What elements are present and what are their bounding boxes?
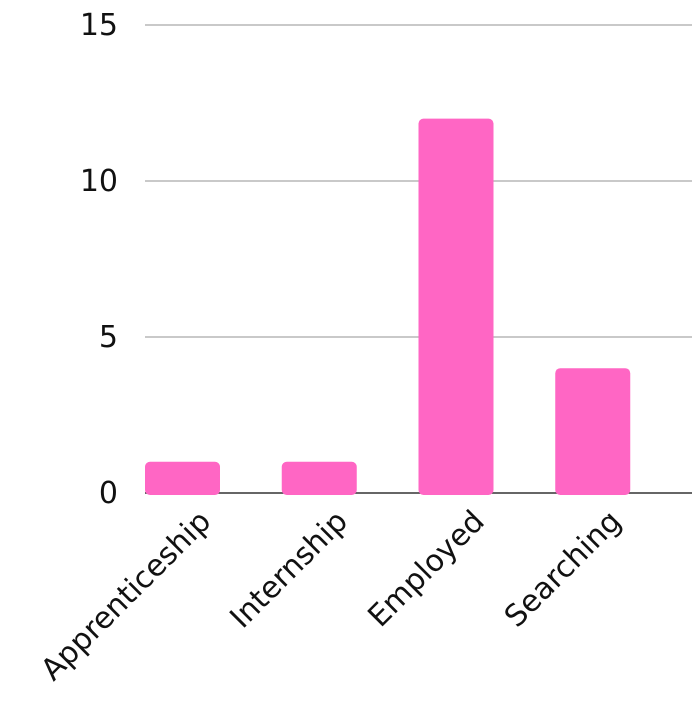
x-category-label: Searching — [498, 504, 628, 634]
bar-employed — [418, 118, 494, 495]
y-tick-label: 0 — [99, 476, 118, 511]
bars — [145, 118, 631, 495]
bar-apprenticeship — [145, 461, 220, 495]
bar-internship — [281, 461, 357, 495]
bar-searching — [555, 368, 631, 495]
x-category-label: Internship — [223, 504, 354, 635]
y-tick-label: 10 — [80, 164, 118, 199]
x-category-label: Apprenticeship — [34, 504, 218, 688]
x-category-label: Employed — [361, 504, 491, 634]
x-axis-labels: Apprenticeship Internship Employed Searchin… — [34, 504, 628, 688]
y-axis-ticks: 0 5 10 15 — [80, 8, 118, 511]
y-tick-label: 5 — [99, 320, 118, 355]
y-tick-label: 15 — [80, 8, 118, 43]
